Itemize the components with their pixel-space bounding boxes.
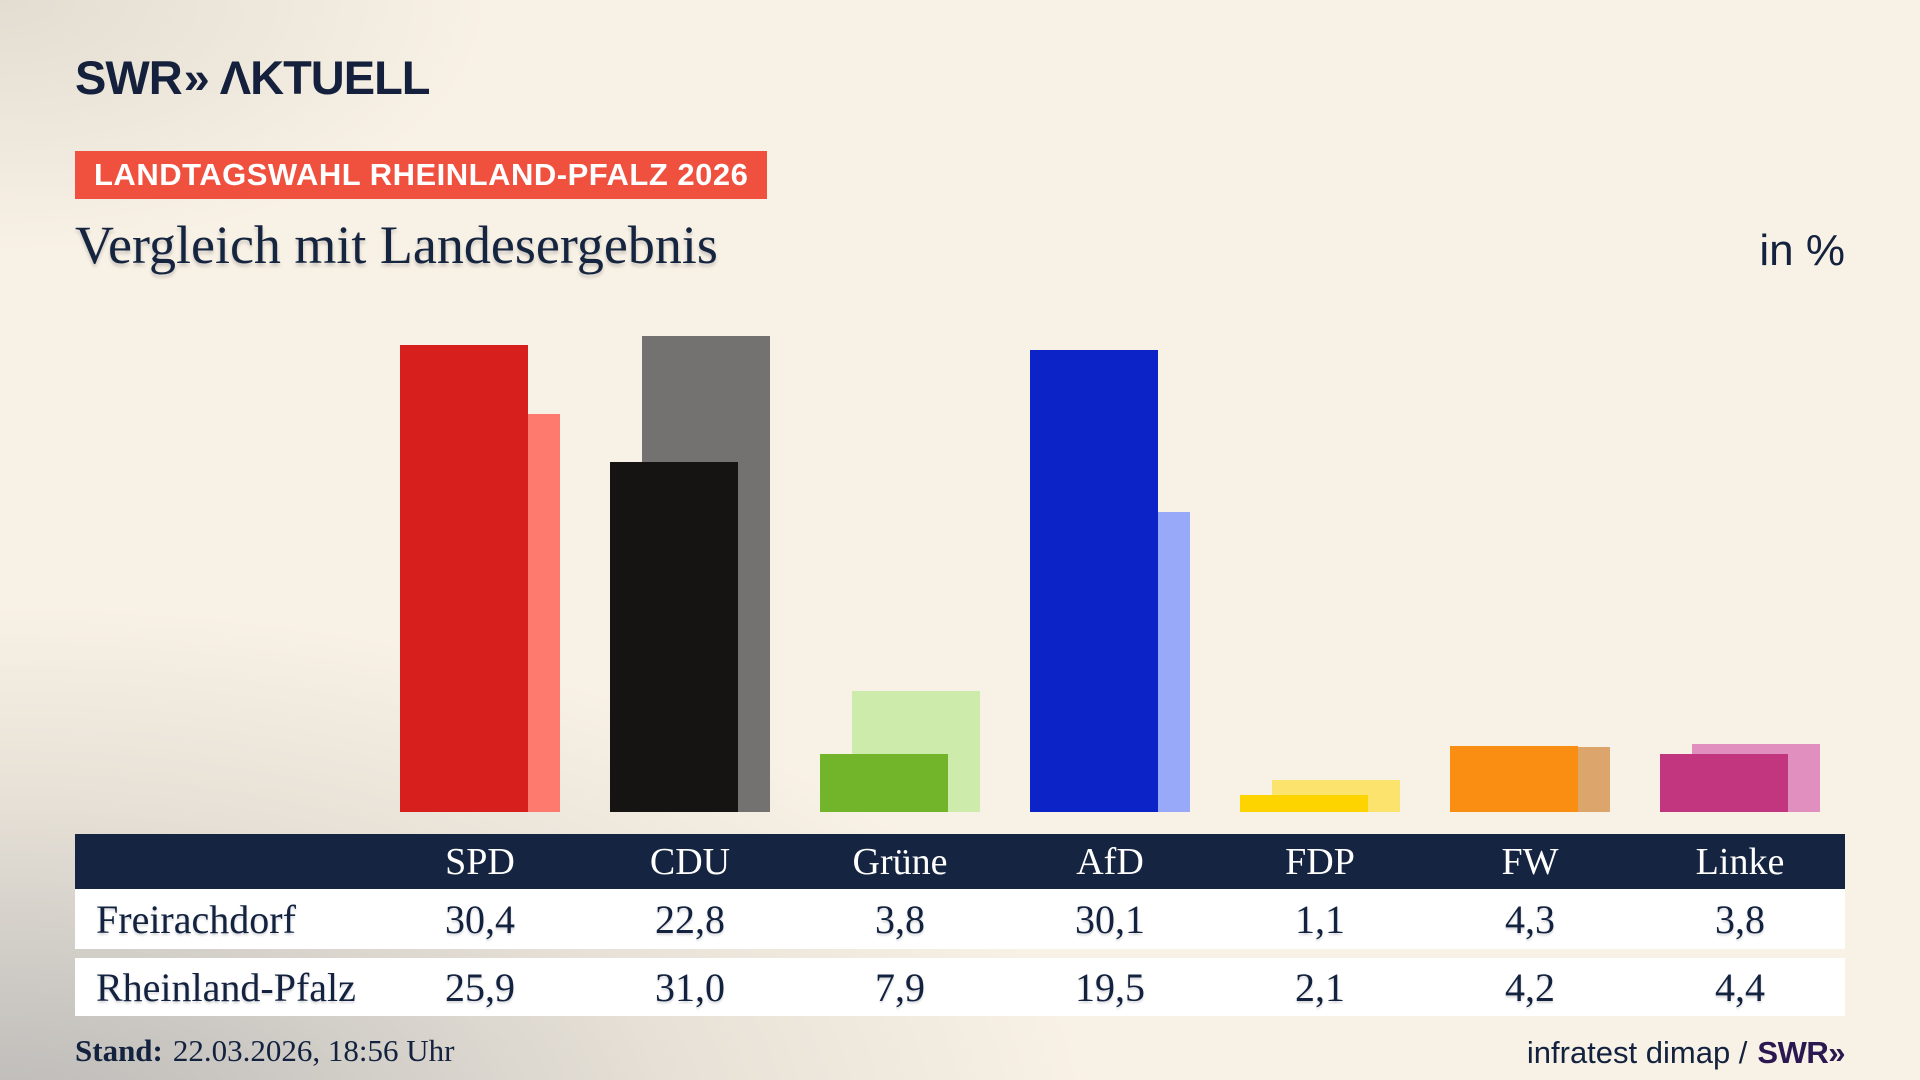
unit-label: in % — [1759, 226, 1845, 275]
value-cell: 30,1 — [1075, 896, 1145, 942]
value-cell: 30,4 — [445, 896, 515, 942]
source-credit: infratest dimap / SWR» — [1526, 1035, 1846, 1071]
bar-grüne-freirachdorf — [820, 754, 948, 812]
swr-aktuell-logo: SWR» ΛKTUELL — [75, 50, 431, 105]
column-header-fw: FW — [1501, 840, 1559, 883]
row-label: Rheinland-Pfalz — [96, 964, 356, 1010]
bar-chart — [400, 336, 1820, 812]
timestamp: Stand: 22.03.2026, 18:56 Uhr — [75, 1033, 454, 1069]
value-cell: 25,9 — [445, 964, 515, 1010]
column-header-spd: SPD — [445, 840, 515, 883]
election-badge: LANDTAGSWAHL RHEINLAND-PFALZ 2026 — [75, 151, 768, 199]
stand-label: Stand: — [75, 1033, 163, 1068]
bar-spd-freirachdorf — [400, 345, 528, 812]
bar-fw-freirachdorf — [1450, 746, 1578, 812]
value-cell: 1,1 — [1295, 896, 1345, 942]
value-cell: 19,5 — [1075, 964, 1145, 1010]
column-header-fdp: FDP — [1285, 840, 1355, 883]
table-row: Freirachdorf 30,4 22,8 3,8 30,1 1,1 4,3 3,8 — [75, 889, 1845, 949]
column-header-cdu: CDU — [649, 840, 731, 883]
value-cell: 4,4 — [1715, 964, 1765, 1010]
source-swr-brand: SWR» — [1757, 1035, 1845, 1070]
value-cell: 3,8 — [875, 896, 925, 942]
table-header-row: SPD CDU Grüne AfD FDP FW Linke — [75, 834, 1845, 889]
value-cell: 22,8 — [655, 896, 725, 942]
value-cell: 7,9 — [875, 964, 925, 1010]
bar-afd-freirachdorf — [1030, 350, 1158, 812]
value-cell: 2,1 — [1295, 964, 1345, 1010]
value-cell: 4,3 — [1505, 896, 1555, 942]
bar-cdu-freirachdorf — [610, 462, 738, 812]
source-text: infratest dimap / — [1526, 1035, 1748, 1070]
stand-value: 22.03.2026, 18:56 Uhr — [172, 1033, 455, 1068]
logo-swr-text: SWR — [75, 51, 183, 104]
column-header-grüne: Grüne — [852, 840, 948, 883]
logo-aktuell-text: ΛKTUELL — [219, 51, 431, 104]
bar-linke-freirachdorf — [1660, 754, 1788, 812]
logo-chevrons-icon: » — [183, 52, 210, 103]
table-row: Rheinland-Pfalz 25,9 31,0 7,9 19,5 2,1 4,2 4,4 — [75, 958, 1845, 1016]
bar-fdp-freirachdorf — [1240, 795, 1368, 812]
value-cell: 4,2 — [1505, 964, 1555, 1010]
value-cell: 3,8 — [1715, 896, 1765, 942]
value-cell: 31,0 — [655, 964, 725, 1010]
chart-title: Vergleich mit Landesergebnis — [75, 215, 718, 275]
column-header-linke: Linke — [1695, 840, 1785, 883]
column-header-afd: AfD — [1076, 840, 1144, 883]
row-label: Freirachdorf — [96, 896, 296, 942]
results-table: SPD CDU Grüne AfD FDP FW Linke Freirachdorf 30,4… — [75, 834, 1845, 1016]
